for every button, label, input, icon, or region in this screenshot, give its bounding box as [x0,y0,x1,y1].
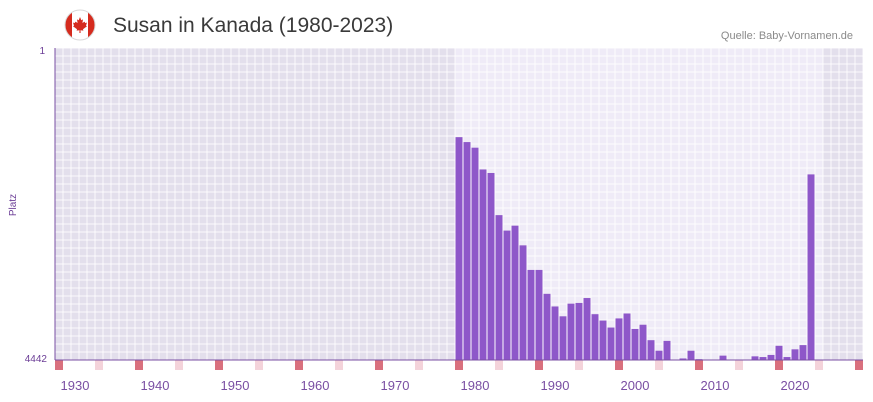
decade-marker-1968 [375,360,383,370]
axes [54,48,863,361]
bar-1978 [455,137,463,360]
decade-marker-1958 [295,360,303,370]
x-tick-1970: 1970 [381,378,410,393]
bar-2004 [663,340,671,360]
decade-marker-1988 [535,360,543,370]
bar-1981 [479,169,487,360]
bar-2001 [639,324,647,360]
bar-1997 [607,327,615,360]
bar-1999 [623,313,631,360]
canada-flag-icon [64,9,96,41]
bar-1998 [615,318,623,360]
bar-1986 [519,245,527,360]
bar-2006 [679,358,687,360]
bar-2021 [799,345,807,360]
decade-marker-1998 [615,360,623,370]
bar-1991 [559,316,567,360]
bar-1987 [527,269,535,360]
decade-marker-2028 [855,360,863,370]
bar-1993 [575,302,583,360]
x-tick-2020: 2020 [781,378,810,393]
bar-2020 [791,349,799,360]
half-decade-marker-2013 [735,360,743,370]
bar-1985 [511,225,519,360]
decade-markers [55,360,863,370]
half-decade-marker-2003 [655,360,663,370]
bar-2002 [647,340,655,360]
bar-1980 [471,147,479,360]
bar-2000 [631,328,639,360]
x-tick-2000: 2000 [621,378,650,393]
bar-1995 [591,314,599,360]
bar-2011 [719,355,727,360]
bar-2015 [751,356,759,360]
bar-2003 [655,350,663,360]
chart-title: Susan in Kanada (1980-2023) [113,14,394,37]
bar-1992 [567,303,575,360]
y-tick-top: 1 [39,46,45,57]
bar-2007 [687,350,695,360]
x-tick-1950: 1950 [221,378,250,393]
bar-1994 [583,298,591,360]
bar-1982 [487,172,495,360]
bar-2016 [759,357,767,360]
x-axis-ticks: 1930 1940 1950 1960 1970 1980 1990 2000 2010 2020 [61,378,810,393]
bar-2018 [775,345,783,360]
bar-1984 [503,230,511,360]
half-decade-marker-1973 [415,360,423,370]
bar-2017 [767,354,775,360]
half-decade-marker-2023 [815,360,823,370]
half-decade-marker-1993 [575,360,583,370]
half-decade-marker-1933 [95,360,103,370]
bar-1990 [551,306,559,360]
x-tick-1990: 1990 [541,378,570,393]
x-tick-1960: 1960 [301,378,330,393]
decade-marker-1928 [55,360,63,370]
bar-2019 [783,357,791,360]
half-decade-marker-1983 [495,360,503,370]
decade-marker-2018 [775,360,783,370]
source-credit: Quelle: Baby-Vornamen.de [720,30,853,42]
x-tick-1940: 1940 [141,378,170,393]
x-tick-2010: 2010 [701,378,730,393]
bar-1996 [599,320,607,360]
x-tick-1930: 1930 [61,378,90,393]
bar-1988 [535,269,543,360]
bar-1979 [463,142,471,360]
half-decade-marker-1963 [335,360,343,370]
bar-series [455,137,815,360]
decade-marker-1938 [135,360,143,370]
bar-1983 [495,215,503,360]
x-tick-1980: 1980 [461,378,490,393]
half-decade-marker-1953 [255,360,263,370]
decade-marker-1948 [215,360,223,370]
decade-marker-2008 [695,360,703,370]
half-decade-marker-1943 [175,360,183,370]
y-axis-label: Platz [8,194,19,216]
decade-marker-1978 [455,360,463,370]
bar-1989 [543,293,551,360]
y-tick-bottom: 4442 [25,354,48,365]
bar-2022 [807,174,815,360]
